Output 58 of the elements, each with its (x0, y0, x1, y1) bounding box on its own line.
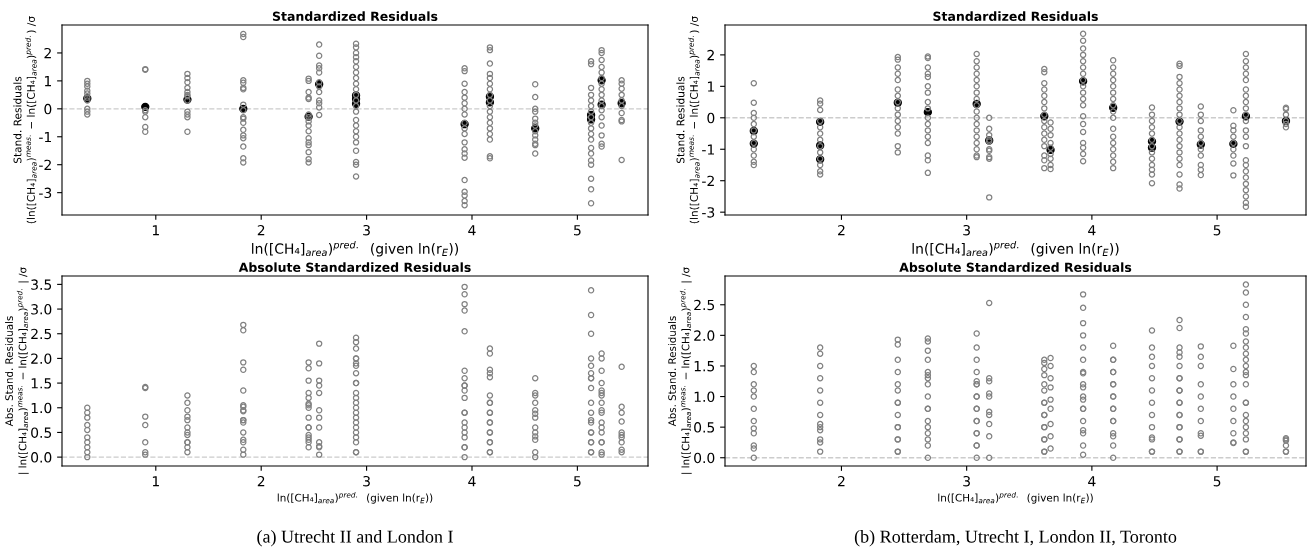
y-tick-label: -3 (702, 207, 715, 218)
x-tick-label: 3 (963, 224, 970, 236)
y-tick-label: 2 (44, 47, 51, 59)
x-tick-label: 5 (1213, 225, 1221, 236)
y-tick-label: 0 (44, 103, 52, 115)
x-tick-label: 1 (152, 225, 159, 236)
y-tick-label: 0 (707, 112, 715, 124)
x-tick-label: 3 (363, 224, 370, 236)
x-tick-label: 5 (574, 476, 581, 487)
x-tick-label: 3 (363, 475, 370, 487)
x-tick-label: 4 (468, 225, 476, 236)
text: ln([CH₄]$_{area}$)$^{pred.}$ (given ln(r$_{E}$)) (277, 491, 433, 504)
x-tick-label: 2 (838, 224, 845, 236)
chart-title: Absolute Standardized Residuals (899, 262, 1132, 273)
x-tick-label: 4 (1088, 476, 1096, 487)
text: Stand. Residuals (ln([CH₄]$_{area}$)$^{meas.}$ − ln([CH₄]$_{area}$)$^{pred.}$) /σ (676, 16, 700, 224)
y-tick-label: 1.0 (694, 391, 715, 403)
text: ln([CH₄]$_{area}$)$^{pred.}$ (given ln(r$_{E}$)) (938, 491, 1093, 504)
x-tick-label: 2 (257, 475, 265, 487)
y-tick-label: 1 (707, 81, 714, 92)
text: (a) Utrecht II and London I (257, 530, 453, 547)
chart-title: Absolute Standardized Residuals (238, 262, 471, 273)
x-tick-label: 5 (1213, 476, 1221, 487)
text: Abs. Stand. Residuals | ln([CH₄]$_{area}$)$^{meas.}$ − ln([CH₄]$_{area}$)$^{pred.}$ | /σ (5, 267, 29, 474)
x-tick-label: 1 (152, 476, 159, 487)
text: ln([CH₄]$_{area}$)$^{pred.}$ (given ln(r$_{E}$)) (252, 240, 459, 257)
y-tick-label: 2 (707, 49, 714, 61)
y-tick-label: 0.0 (694, 452, 715, 464)
chart-title: Standardized Residuals (272, 11, 438, 22)
text: Stand. Residuals (ln([CH₄]$_{area}$)$^{meas.}$ − ln([CH₄]$_{area}$)$^{pred.}$) /σ (13, 16, 37, 224)
y-tick-label: 1.5 (694, 361, 715, 372)
x-tick-label: 3 (963, 475, 970, 487)
y-tick-label: -2 (39, 159, 51, 170)
chart-title: Standardized Residuals (933, 11, 1098, 22)
text: Abs. Stand. Residuals | ln([CH₄]$_{area}$)$^{meas.}$ − ln([CH₄]$_{area}$)$^{pred.}$ | /σ (668, 267, 692, 474)
y-tick-label: 3.5 (31, 279, 52, 290)
y-tick-label: 2.5 (694, 299, 715, 311)
y-tick-label: 3.0 (31, 304, 52, 315)
y-tick-label: -2 (702, 175, 714, 186)
y-tick-label: 2.5 (31, 328, 52, 340)
x-tick-label: 5 (574, 225, 581, 236)
y-tick-label: 0.5 (694, 422, 715, 433)
x-tick-label: 2 (838, 475, 845, 487)
y-tick-label: 1.5 (31, 378, 52, 389)
text: ln([CH₄]$_{area}$)$^{pred.}$ (given ln(r$_{E}$)) (912, 240, 1119, 257)
x-tick-label: 4 (1088, 225, 1096, 236)
y-tick-label: 0.0 (31, 452, 52, 463)
x-tick-label: 4 (468, 476, 476, 487)
y-tick-label: 2.0 (694, 330, 715, 341)
y-tick-label: 2.0 (31, 353, 52, 364)
y-tick-label: -3 (39, 187, 52, 199)
y-tick-label: 0.5 (31, 427, 52, 438)
y-tick-label: 1.0 (31, 402, 52, 414)
y-tick-label: -1 (702, 144, 714, 155)
x-tick-label: 2 (257, 224, 265, 236)
text: (b) Rotterdam, Utrecht I, London II, Toronto (854, 530, 1177, 547)
y-tick-label: 1 (44, 76, 51, 87)
y-tick-label: -1 (39, 131, 51, 143)
